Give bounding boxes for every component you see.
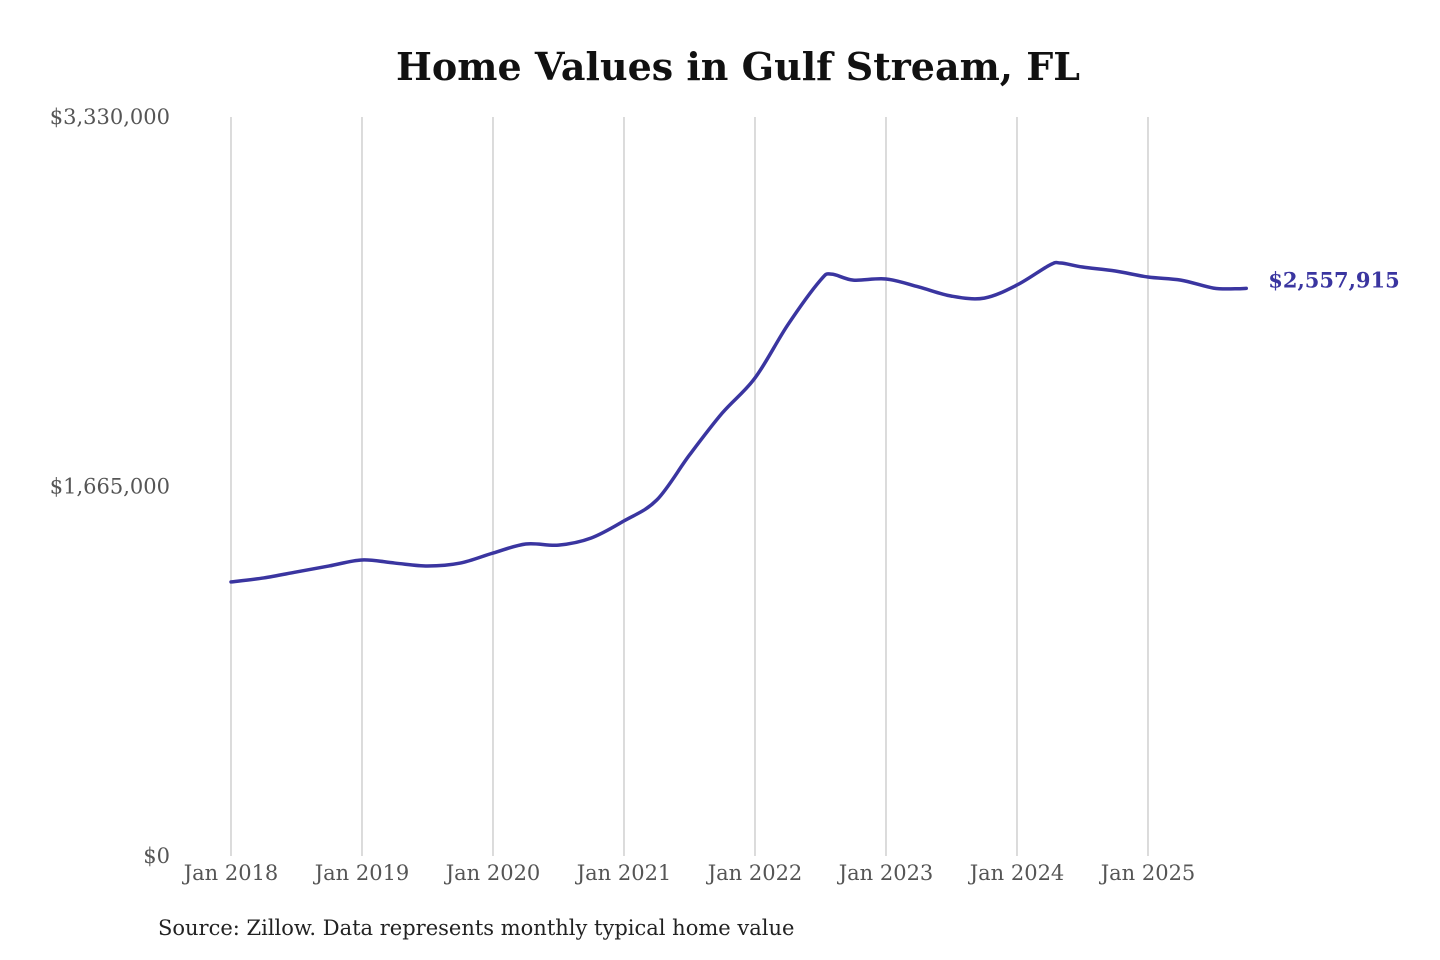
x-tick-label: Jan 2022 — [706, 861, 803, 885]
x-tick-label: Jan 2018 — [182, 861, 279, 885]
x-tick-label: Jan 2024 — [968, 861, 1065, 885]
x-tick-label: Jan 2019 — [313, 861, 410, 885]
x-tick-label: Jan 2021 — [575, 861, 672, 885]
y-tick-label: $0 — [143, 844, 170, 868]
x-tick-label: Jan 2020 — [444, 861, 541, 885]
x-tick-label: Jan 2025 — [1099, 861, 1196, 885]
series-line — [229, 260, 1248, 584]
source-note: Source: Zillow. Data represents monthly … — [158, 916, 795, 940]
y-tick-label: $1,665,000 — [50, 475, 170, 499]
x-tick-label: Jan 2023 — [837, 861, 934, 885]
end-value-label: $2,557,915 — [1268, 267, 1400, 292]
y-tick-label: $3,330,000 — [50, 105, 170, 129]
chart-title: Home Values in Gulf Stream, FL — [396, 44, 1080, 89]
